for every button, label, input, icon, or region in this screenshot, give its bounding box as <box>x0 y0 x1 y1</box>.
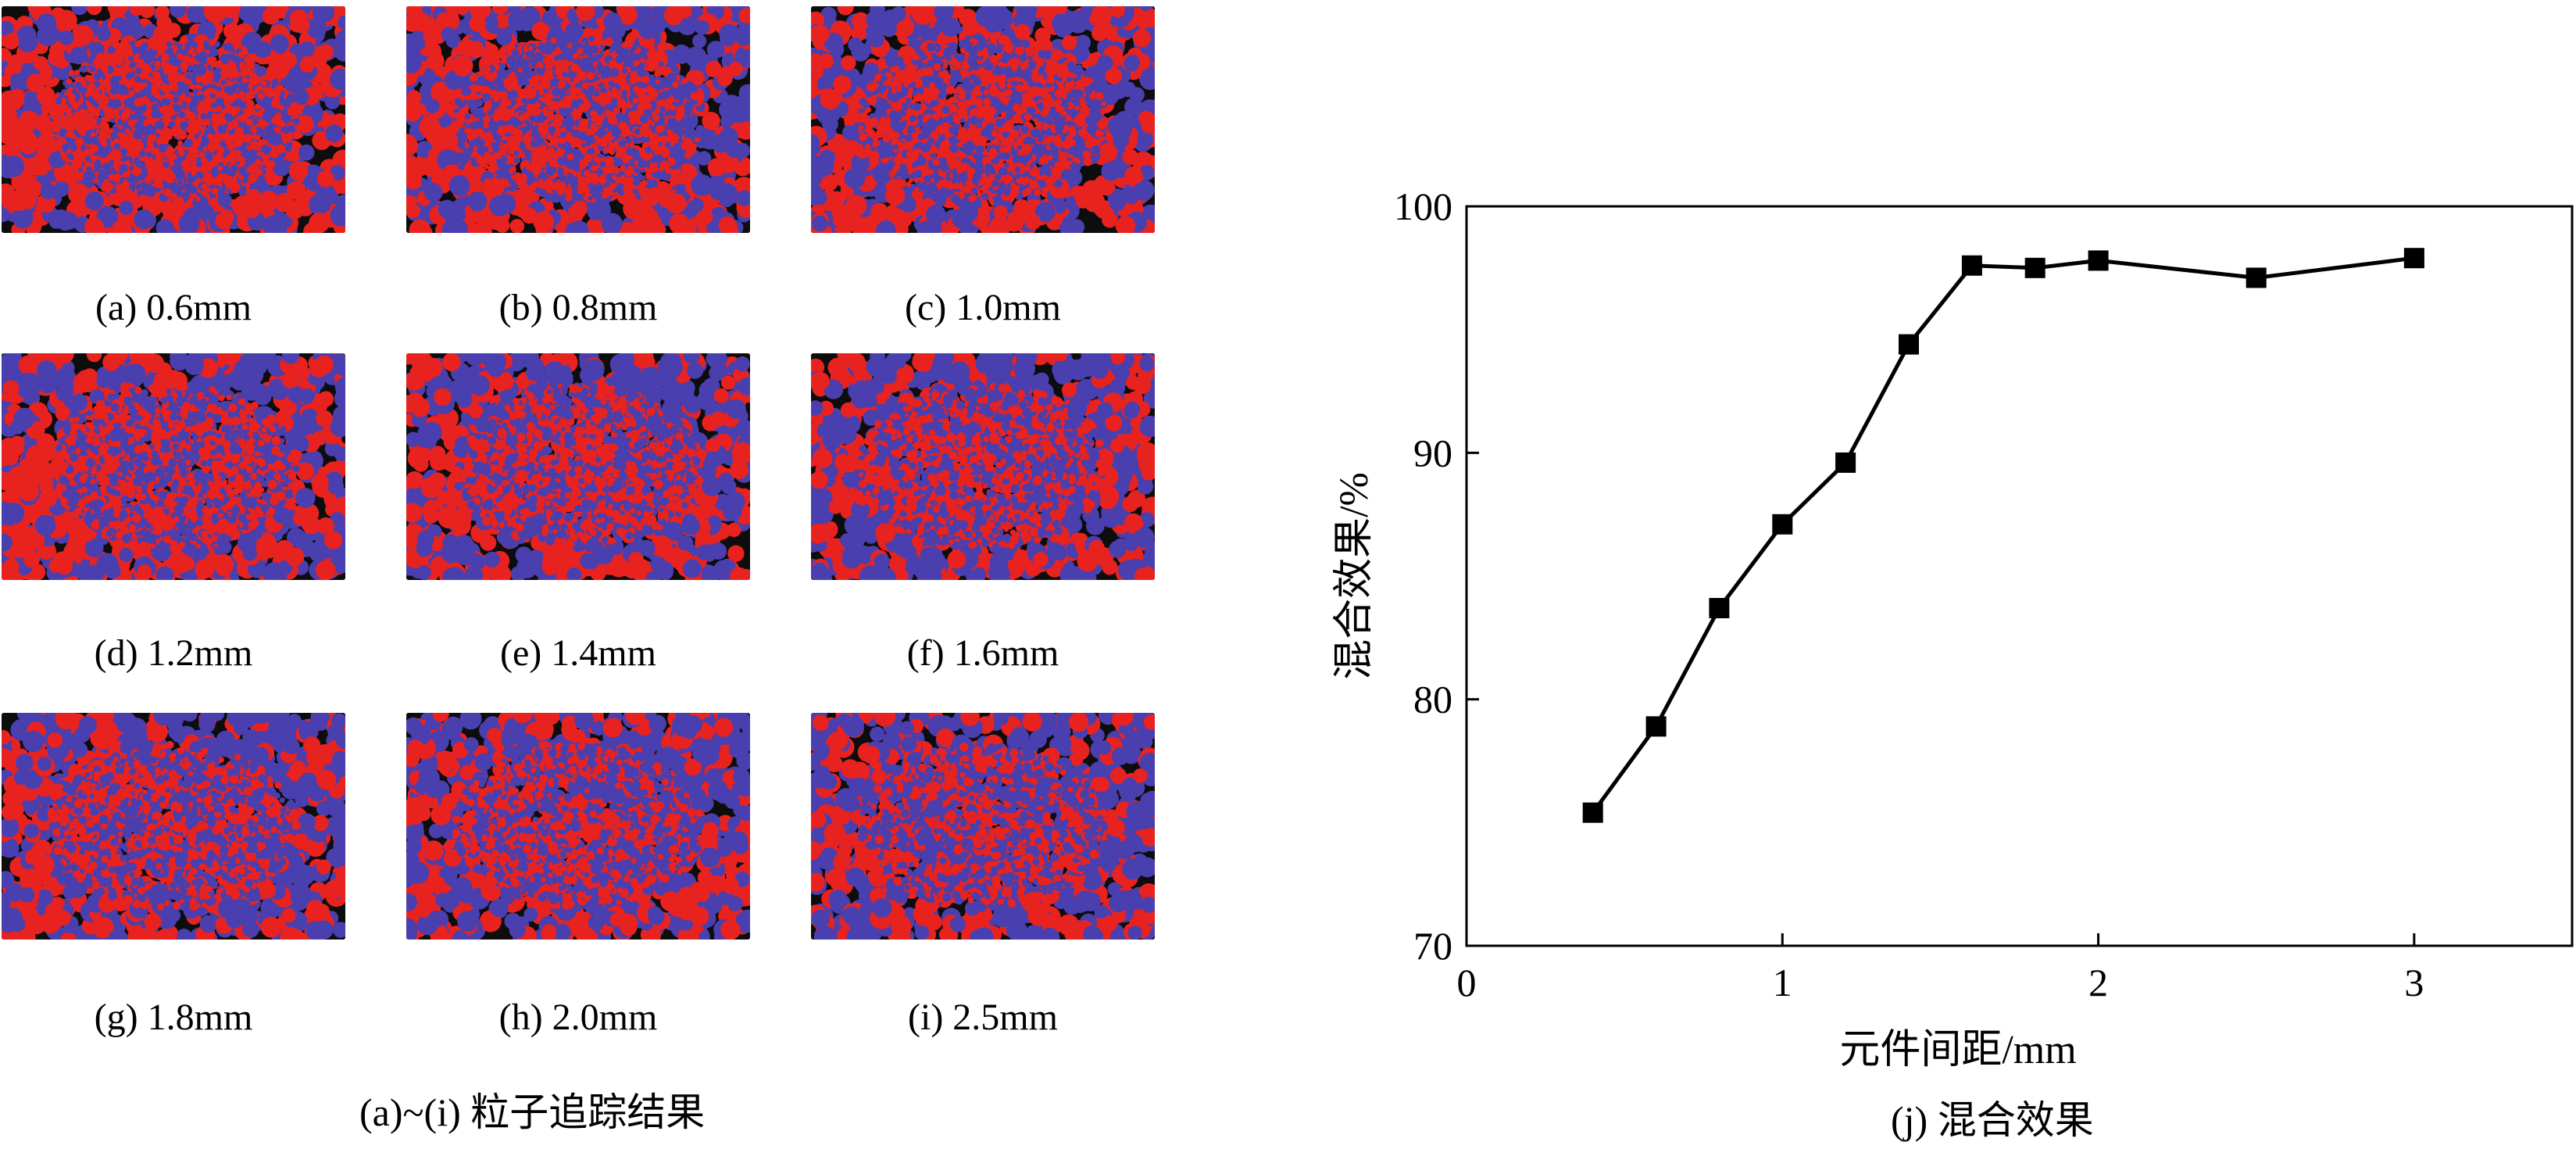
panel-label-a: (a) 0.6mm <box>2 289 345 327</box>
particle-field <box>2 713 345 940</box>
plot-frame <box>1465 205 2574 947</box>
particle-field <box>811 713 1155 940</box>
x-tick-label: 1 <box>1773 961 1792 1004</box>
panel-label-h: (h) 2.0mm <box>406 999 750 1036</box>
particle-panel-f <box>811 353 1155 580</box>
data-point <box>1709 598 1730 618</box>
particle-field <box>406 713 750 940</box>
particle-panel-e <box>406 353 750 580</box>
particle-panel-b <box>406 6 750 233</box>
data-point <box>2246 267 2267 288</box>
series-line <box>1591 256 2415 814</box>
x-tick-label: 3 <box>2404 961 2424 1004</box>
particle-panel-c <box>811 6 1155 233</box>
panels-caption: (a)~(i) 粒子追踪结果 <box>359 1093 705 1132</box>
particle-field <box>811 6 1155 233</box>
particle-field <box>406 6 750 233</box>
panel-label-b: (b) 0.8mm <box>406 289 750 327</box>
particle-field <box>406 353 750 580</box>
data-point <box>1582 802 1603 823</box>
x-tick-label: 2 <box>2088 961 2108 1004</box>
y-axis-title: 混合效果/% <box>1332 472 1377 680</box>
panel-label-d: (d) 1.2mm <box>2 635 345 672</box>
data-point <box>2403 248 2424 269</box>
data-point <box>1645 716 1667 737</box>
y-tick-label: 90 <box>1413 431 1452 474</box>
particle-field <box>2 353 345 580</box>
data-point <box>1961 255 1982 276</box>
panel-label-i: (i) 2.5mm <box>811 999 1155 1036</box>
particle-panel-g <box>2 713 345 940</box>
particle-panel-i <box>811 713 1155 940</box>
panel-label-c: (c) 1.0mm <box>811 289 1155 327</box>
panel-label-g: (g) 1.8mm <box>2 999 345 1036</box>
x-tick-label: 0 <box>1457 961 1477 1004</box>
chart-caption: (j) 混合效果 <box>1891 1101 2094 1140</box>
x-axis-title: 元件间距/mm <box>1839 1028 2076 1072</box>
y-tick-label: 70 <box>1413 924 1452 968</box>
data-point <box>1835 452 1856 473</box>
data-point <box>2088 250 2109 271</box>
data-point <box>1899 334 1919 355</box>
particle-field <box>2 6 345 233</box>
panel-label-f: (f) 1.6mm <box>811 635 1155 672</box>
particle-panel-d <box>2 353 345 580</box>
data-point <box>2024 257 2045 278</box>
particle-panel-h <box>406 713 750 940</box>
particle-field <box>811 353 1155 580</box>
data-point <box>1772 514 1793 535</box>
y-tick-label: 100 <box>1394 184 1452 228</box>
y-tick-label: 80 <box>1413 678 1452 721</box>
particle-panel-a <box>2 6 345 233</box>
panel-label-e: (e) 1.4mm <box>406 635 750 672</box>
